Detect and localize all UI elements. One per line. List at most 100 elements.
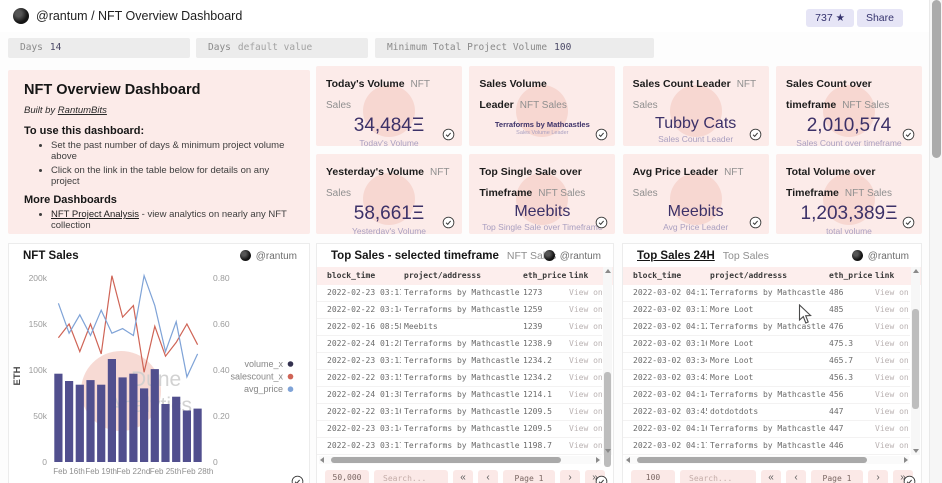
column-header[interactable]: project/addresss <box>404 271 482 280</box>
prev-page-button[interactable]: ‹ <box>786 470 806 483</box>
table-row[interactable]: 2022-02-16 08:58 Meebits 1239 View on <box>317 319 602 336</box>
table-row[interactable]: 2022-03-02 04:12 Terraforms by Mathcastle… <box>623 319 910 336</box>
column-header[interactable]: block_time <box>633 271 682 280</box>
table-row[interactable]: 2022-03-02 03:34 More Loot 465.7 View on <box>623 353 910 370</box>
table-vertical-scrollbar[interactable] <box>603 267 612 467</box>
row-link[interactable]: View on <box>569 441 602 450</box>
user-avatar[interactable] <box>13 8 29 24</box>
table-row[interactable]: 2022-02-22 03:16 Terraforms by Mathcastle… <box>317 404 602 421</box>
column-header[interactable]: eth_price <box>523 271 567 280</box>
row-link[interactable]: View on <box>875 424 909 433</box>
search-input[interactable] <box>680 470 756 483</box>
search-input[interactable] <box>374 470 448 483</box>
row-link[interactable]: View on <box>569 322 602 331</box>
row-link[interactable]: View on <box>875 305 909 314</box>
column-header[interactable]: link <box>875 271 895 280</box>
table-row[interactable]: 2022-02-24 01:38 Terraforms by Mathcastle… <box>317 387 602 404</box>
row-link[interactable]: View on <box>569 305 602 314</box>
scrollbar-thumb[interactable] <box>637 457 867 463</box>
chart-title[interactable]: NFT Sales <box>23 250 79 262</box>
scroll-down-icon[interactable] <box>604 449 611 453</box>
table-row[interactable]: 2022-03-02 03:16 More Loot 475.3 View on <box>623 336 910 353</box>
card-query-link[interactable]: NFT Sales <box>326 79 430 111</box>
dashboard-link[interactable]: NFT Project Analysis <box>51 209 139 220</box>
row-link[interactable]: View on <box>569 424 602 433</box>
panel-author[interactable]: @rantum <box>543 250 601 262</box>
table-horizontal-scrollbar[interactable] <box>625 456 909 464</box>
row-link[interactable]: View on <box>875 407 909 416</box>
table-row[interactable]: 2022-02-22 03:14 Terraforms by Mathcastle… <box>317 302 602 319</box>
first-page-button[interactable]: « <box>453 470 473 483</box>
card-title: Sales Volume Leader <box>479 78 547 111</box>
scroll-up-icon[interactable] <box>604 269 611 273</box>
scrollbar-thumb[interactable] <box>331 457 561 463</box>
page-scrollbar-thumb[interactable] <box>932 0 941 158</box>
table-row[interactable]: 2022-03-02 04:16 Terraforms by Mathcastle… <box>623 421 910 438</box>
card-query-link[interactable]: NFT Sales <box>844 187 892 199</box>
row-link[interactable]: View on <box>569 288 602 297</box>
scroll-right-icon[interactable] <box>904 457 908 463</box>
panel-author[interactable]: @rantum <box>851 250 909 262</box>
next-page-button[interactable]: › <box>868 470 888 483</box>
table-row[interactable]: 2022-02-23 03:17 Terraforms by Mathcastle… <box>317 438 602 455</box>
row-link[interactable]: View on <box>875 356 909 365</box>
table-query-link[interactable]: Top Sales <box>722 250 769 262</box>
column-header[interactable]: block_time <box>327 271 376 280</box>
share-button[interactable]: Share <box>856 9 903 27</box>
row-link[interactable]: View on <box>569 356 602 365</box>
row-link[interactable]: View on <box>875 441 909 450</box>
row-link[interactable]: View on <box>569 339 602 348</box>
table-row[interactable]: 2022-03-02 03:13 More Loot 485 View on <box>623 302 910 319</box>
table-row[interactable]: 2022-03-02 04:12 Terraforms by Mathcastle… <box>623 285 910 302</box>
scroll-up-icon[interactable] <box>912 269 919 273</box>
scrollbar-thumb[interactable] <box>912 309 919 409</box>
table-row[interactable]: 2022-03-02 04:14 Terraforms by Mathcastle… <box>623 387 910 404</box>
scroll-left-icon[interactable] <box>626 457 630 463</box>
param-min-volume[interactable]: Minimum Total Project Volume 100 <box>375 38 654 58</box>
table-row[interactable]: 2022-02-23 03:13 Terraforms by Mathcastle… <box>317 353 602 370</box>
column-header[interactable]: project/addresss <box>710 271 788 280</box>
scroll-down-icon[interactable] <box>912 449 919 453</box>
param-days[interactable]: Days 14 <box>8 38 190 58</box>
table-vertical-scrollbar[interactable] <box>911 267 920 455</box>
card-query-link[interactable]: NFT Sales <box>632 167 744 199</box>
table-row[interactable]: 2022-02-23 03:11 Terraforms by Mathcastle… <box>317 285 602 302</box>
row-link[interactable]: View on <box>569 373 602 382</box>
panel-author[interactable]: @rantum <box>239 250 297 262</box>
row-link[interactable]: View on <box>875 390 909 399</box>
table-title[interactable]: Top Sales 24H Top Sales <box>637 250 769 262</box>
row-link[interactable]: View on <box>875 339 909 348</box>
scrollbar-thumb[interactable] <box>604 372 611 467</box>
table-row[interactable]: 2022-03-02 04:17 Terraforms by Mathcastle… <box>623 438 910 455</box>
table-row[interactable]: 2022-03-02 03:45 dotdotdots 447 View on <box>623 404 910 421</box>
scroll-right-icon[interactable] <box>596 457 600 463</box>
star-button[interactable]: 737 ★ <box>806 9 854 27</box>
card-query-link[interactable]: NFT Sales <box>326 167 450 199</box>
table-row[interactable]: 2022-02-22 03:15 Terraforms by Mathcastle… <box>317 370 602 387</box>
row-link[interactable]: View on <box>569 390 602 399</box>
table-row[interactable]: 2022-02-24 01:28 Terraforms by Mathcastle… <box>317 336 602 353</box>
built-by-link[interactable]: RantumBits <box>57 105 107 116</box>
table-row[interactable]: 2022-02-23 03:14 Terraforms by Mathcastle… <box>317 421 602 438</box>
column-header[interactable]: link <box>569 271 589 280</box>
column-header[interactable]: eth_price <box>829 271 873 280</box>
card-query-link[interactable]: NFT Sales <box>842 99 890 111</box>
table-horizontal-scrollbar[interactable] <box>319 456 601 464</box>
page-indicator[interactable]: Page 1 <box>811 470 863 483</box>
page-indicator[interactable]: Page 1 <box>503 470 555 483</box>
next-page-button[interactable]: › <box>560 470 580 483</box>
prev-page-button[interactable]: ‹ <box>478 470 498 483</box>
page-scrollbar[interactable] <box>929 0 942 483</box>
row-link[interactable]: View on <box>569 407 602 416</box>
cell-eth-price: 1214.1 <box>523 390 552 399</box>
row-link[interactable]: View on <box>875 322 909 331</box>
first-page-button[interactable]: « <box>761 470 781 483</box>
card-query-link[interactable]: NFT Sales <box>519 99 567 111</box>
card-query-link[interactable]: NFT Sales <box>632 79 756 111</box>
row-link[interactable]: View on <box>875 288 909 297</box>
param-days-default[interactable]: Days default value <box>196 38 368 58</box>
card-query-link[interactable]: NFT Sales <box>538 187 586 199</box>
scroll-left-icon[interactable] <box>320 457 324 463</box>
row-link[interactable]: View on <box>875 373 909 382</box>
table-row[interactable]: 2022-03-02 03:43 More Loot 456.3 View on <box>623 370 910 387</box>
